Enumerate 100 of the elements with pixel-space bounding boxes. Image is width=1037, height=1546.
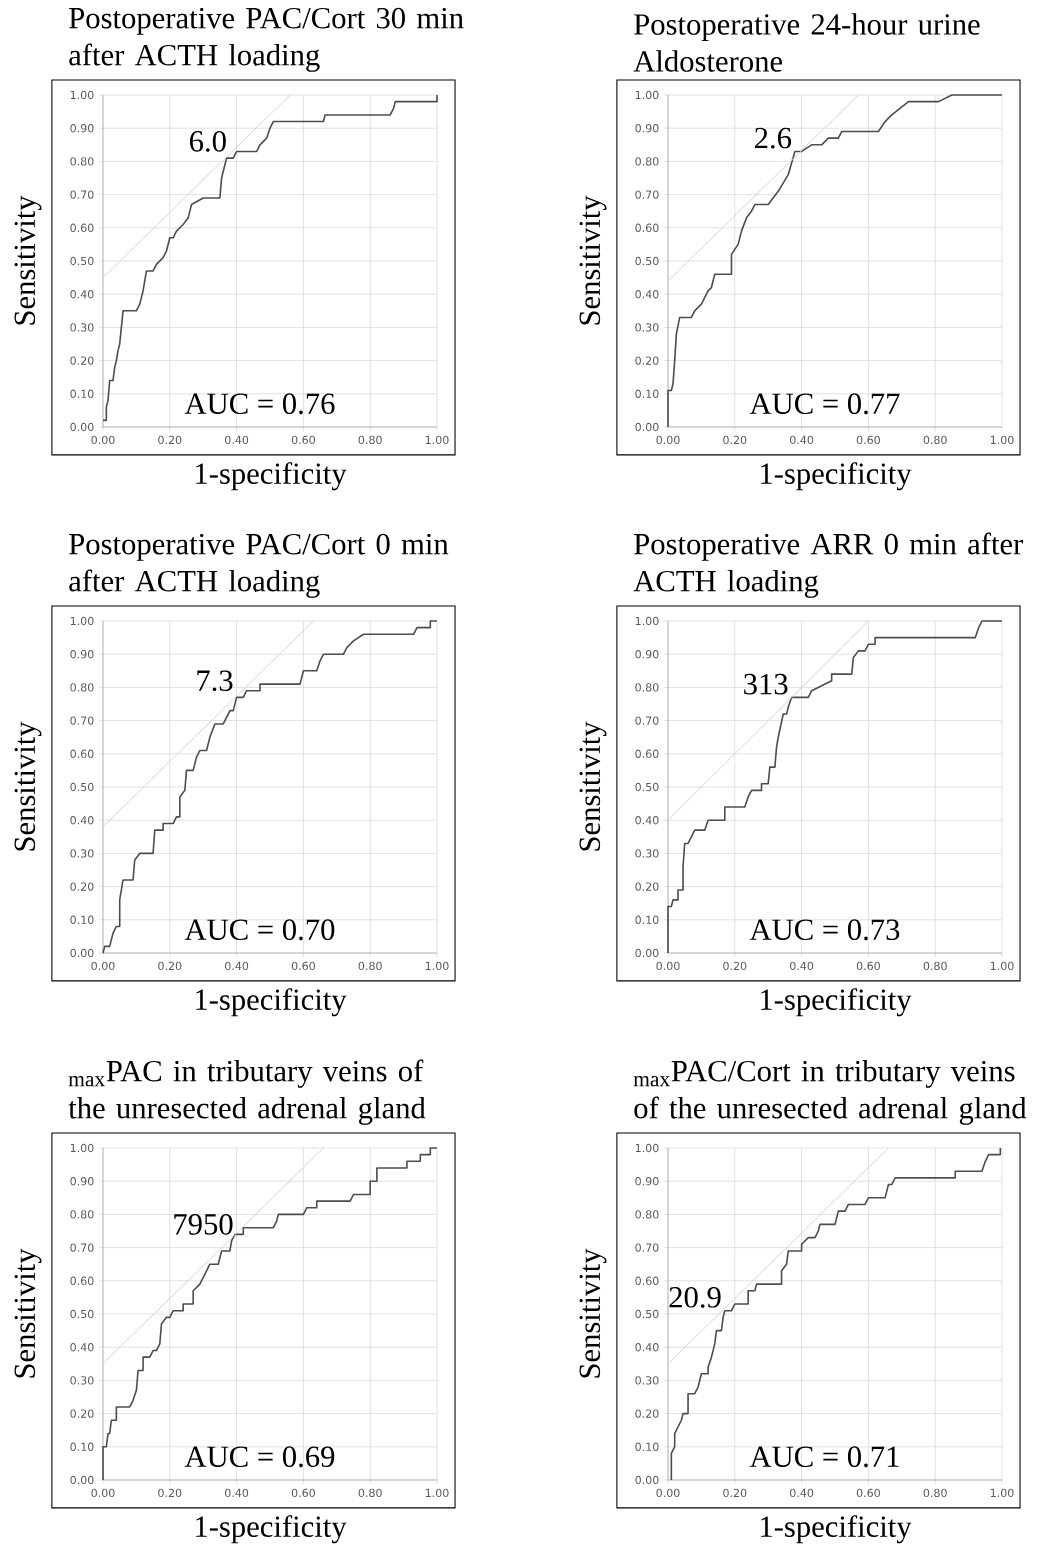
y-tick-label: 0.60 (635, 223, 659, 232)
y-tick-label: 0.60 (635, 1276, 659, 1285)
x-tick-label: 0.20 (723, 435, 747, 445)
y-tick-label: 1.00 (70, 90, 94, 100)
y-tick-label: 0.40 (635, 1343, 659, 1352)
y-tick-label: 1.00 (70, 616, 94, 626)
y-axis-title: Sensitivity (14, 721, 42, 851)
x-tick-label: 0.20 (723, 961, 747, 971)
y-tick-label: 0.90 (635, 1177, 659, 1186)
y-tick-label: 0.30 (70, 1376, 94, 1385)
y-tick-label: 0.30 (70, 323, 94, 332)
x-tick-label: 0.00 (91, 435, 115, 445)
x-tick-label: 0.60 (291, 435, 315, 445)
x-tick-label: 0.80 (923, 435, 947, 445)
x-axis-title: 1-specificity (196, 1515, 347, 1544)
y-tick-label: 0.00 (70, 948, 94, 958)
y-tick-label: 0.70 (70, 190, 94, 199)
y-tick-label: 0.70 (70, 1243, 94, 1252)
y-tick-label: 0.80 (635, 1210, 659, 1219)
x-tick-label: 1.00 (425, 1488, 449, 1498)
y-tick-label: 0.80 (70, 683, 94, 692)
annotation: AUC = 0.70 (184, 919, 335, 941)
y-tick-label: 0.20 (635, 356, 659, 365)
y-tick-label: 0.20 (70, 1409, 94, 1418)
y-tick-label: 0.80 (635, 157, 659, 166)
y-tick-label: 0.50 (70, 782, 94, 792)
y-tick-label: 0.00 (635, 422, 659, 432)
chart-title: Postoperative ARR 0 min after ACTH loading (633, 532, 1024, 598)
y-tick-label: 0.00 (70, 1475, 94, 1485)
line-series (667, 620, 1003, 954)
y-tick-label: 0.00 (635, 948, 659, 958)
y-tick-label: 0.80 (70, 1210, 94, 1219)
y-tick-label: 0.00 (635, 1475, 659, 1485)
y-axis-title: Sensitivity (579, 721, 607, 851)
chart-title: Postoperative 24-hour urine Aldosterone (633, 13, 980, 72)
chart-title: $_{max}$PAC/Cort in tributary veins of the unresected adrenal gland (633, 1059, 1027, 1125)
y-axis-title: Sensitivity (14, 195, 42, 325)
y-tick-label: 0.40 (635, 816, 659, 825)
y-tick-label: 0.70 (635, 716, 659, 725)
x-tick-label: 0.40 (790, 435, 814, 445)
x-tick-label: 1.00 (990, 1488, 1014, 1498)
y-tick-label: 0.60 (70, 749, 94, 758)
y-tick-label: 0.50 (70, 256, 94, 266)
y-tick-label: 0.70 (635, 190, 659, 199)
x-tick-label: 0.40 (225, 435, 249, 445)
y-tick-label: 0.10 (635, 915, 659, 924)
x-tick-label: 0.00 (91, 1488, 115, 1498)
x-tick-label: 0.40 (225, 961, 249, 971)
y-tick-label: 0.20 (635, 1409, 659, 1418)
annotation: 313 (744, 673, 788, 695)
y-tick-label: 0.60 (635, 749, 659, 758)
y-tick-label: 0.80 (635, 683, 659, 692)
x-tick-label: 0.60 (856, 435, 880, 445)
y-tick-label: 0.30 (70, 849, 94, 858)
x-axis-title: 1-specificity (196, 988, 347, 1017)
y-axis-title: Sensitivity (579, 195, 607, 325)
x-tick-label: 1.00 (425, 961, 449, 971)
y-tick-label: 0.10 (635, 389, 659, 398)
x-tick-label: 0.60 (856, 961, 880, 971)
y-tick-label: 1.00 (70, 1143, 94, 1153)
y-tick-label: 0.30 (635, 849, 659, 858)
y-tick-label: 0.10 (70, 915, 94, 924)
annotation: 6.0 (189, 130, 226, 152)
y-tick-label: 0.70 (70, 716, 94, 725)
chart-title: Postoperative PAC/Cort 30 min after ACTH loading (69, 7, 464, 72)
y-tick-label: 1.00 (635, 90, 659, 100)
x-tick-label: 0.20 (158, 435, 182, 445)
y-tick-label: 0.90 (70, 1177, 94, 1186)
y-tick-label: 0.20 (635, 882, 659, 891)
x-tick-label: 0.80 (358, 1488, 382, 1498)
chart-title: Postoperative PAC/Cort 0 min after ACTH loading (69, 533, 449, 598)
chart-title: $_{max}$PAC in tributary veins of the unresected adrenal gland (68, 1059, 426, 1125)
y-tick-label: 0.50 (635, 1309, 659, 1319)
y-tick-label: 0.50 (635, 782, 659, 792)
x-tick-label: 0.80 (358, 435, 382, 445)
y-tick-label: 0.10 (70, 1442, 94, 1451)
x-axis-title: 1-specificity (761, 1515, 912, 1544)
x-tick-label: 0.20 (158, 961, 182, 971)
y-tick-label: 0.40 (70, 290, 94, 299)
y-tick-label: 0.30 (635, 323, 659, 332)
y-tick-label: 0.60 (70, 223, 94, 232)
y-tick-label: 0.40 (70, 816, 94, 825)
y-tick-label: 0.80 (70, 157, 94, 166)
x-axis-title: 1-specificity (196, 462, 347, 491)
annotation: AUC = 0.71 (749, 1446, 899, 1468)
x-tick-label: 0.00 (91, 961, 115, 971)
annotation: AUC = 0.73 (749, 919, 900, 941)
y-axis-title: Sensitivity (579, 1248, 607, 1378)
x-tick-label: 0.20 (723, 1488, 747, 1498)
x-tick-label: 0.60 (291, 1488, 315, 1498)
y-tick-label: 1.00 (635, 616, 659, 626)
line-series (102, 620, 438, 954)
x-tick-label: 0.00 (656, 435, 680, 445)
y-axis-title: Sensitivity (14, 1248, 42, 1378)
y-tick-label: 1.00 (635, 1143, 659, 1153)
y-tick-label: 0.90 (70, 124, 94, 133)
y-tick-label: 0.90 (635, 124, 659, 133)
y-tick-label: 0.20 (70, 882, 94, 891)
x-tick-label: 0.60 (856, 1488, 880, 1498)
y-tick-label: 0.10 (635, 1442, 659, 1451)
